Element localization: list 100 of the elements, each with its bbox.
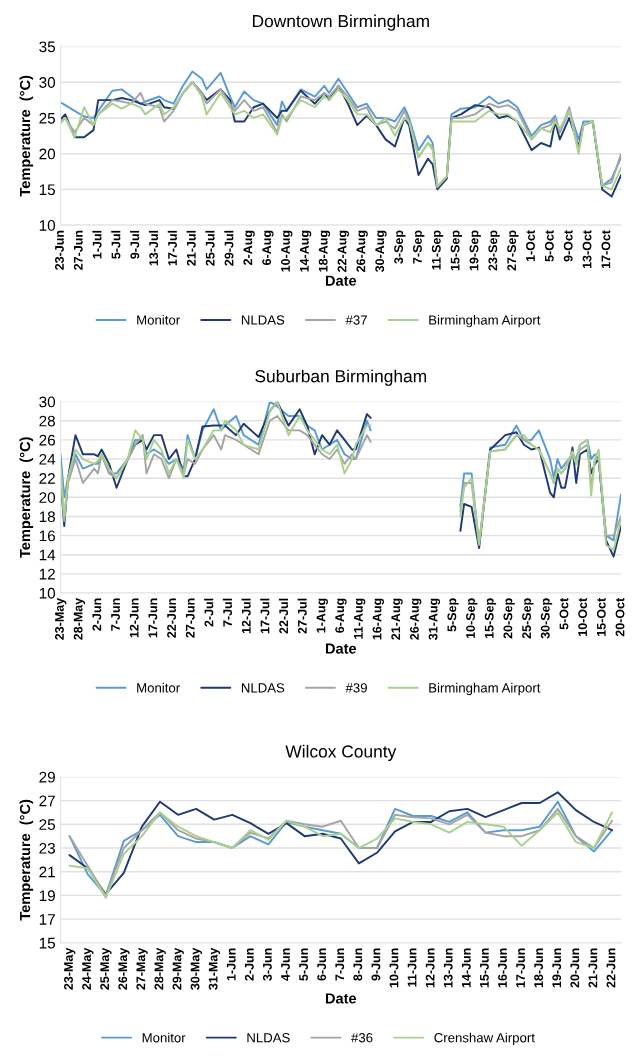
x-tick-label: 19-Sep xyxy=(469,230,481,271)
x-tick-label: 7-Sep xyxy=(413,230,425,264)
x-tick-label: 14-Aug xyxy=(300,230,312,272)
x-tick-label: 30-Aug xyxy=(375,230,387,273)
legend-label: #39 xyxy=(345,683,367,693)
x-tick-label: 27-Jun xyxy=(185,598,195,638)
x-tick-label: 12-Jul xyxy=(241,598,251,634)
x-tick-label: 10-Sep xyxy=(466,598,478,639)
y-tick-label: 28 xyxy=(39,415,55,427)
x-tick-label: 7-Jun xyxy=(111,598,120,631)
x-tick-label: 17-Oct xyxy=(601,230,611,269)
y-tick-label: 24 xyxy=(39,453,56,465)
x-tick-label: 27-May xyxy=(136,947,148,990)
legend-label: NLDAS xyxy=(241,315,285,325)
x-tick-label: 27-Jun xyxy=(73,230,83,270)
x-tick-label: 28-May xyxy=(73,597,86,640)
y-tick-label: 25 xyxy=(39,819,56,830)
x-tick-label: 1-Jun xyxy=(226,948,236,981)
x-tick-label: 29-Jul xyxy=(224,230,234,266)
x-axis-title: Date xyxy=(325,275,357,286)
x-tick-label: 11-Sep xyxy=(431,230,444,270)
y-tick-label: 29 xyxy=(39,771,55,783)
legend-label: NLDAS xyxy=(247,1033,290,1043)
x-tick-label: 15-Oct xyxy=(596,597,606,636)
y-tick-label: 23 xyxy=(39,842,55,854)
x-tick-label: 1-Jul xyxy=(92,230,102,259)
x-tick-label: 17-Jul xyxy=(260,598,270,634)
x-tick-label: 11-Aug xyxy=(354,598,366,639)
x-tick-label: 30-May xyxy=(190,947,202,990)
x-tick-label: 10-Aug xyxy=(281,230,293,272)
y-axis-title: Temperature (°C) xyxy=(19,799,34,921)
legend-label: Monitor xyxy=(137,314,180,325)
x-tick-label: 9-Jul xyxy=(130,230,140,259)
x-tick-label: 30-Sep xyxy=(540,598,553,639)
x-tick-label: 23-May xyxy=(55,597,67,640)
x-tick-label: 23-Sep xyxy=(488,230,500,271)
x-tick-label: 10-Jun xyxy=(389,948,399,988)
x-tick-label: 4-Jun xyxy=(281,948,290,981)
y-tick-label: 21 xyxy=(39,866,55,878)
y-tick-label: 15 xyxy=(39,937,56,949)
x-tick-label: 23-Jun xyxy=(55,230,64,270)
y-tick-label: 35 xyxy=(39,41,56,53)
x-tick-label: 26-May xyxy=(118,947,130,990)
x-tick-label: 10-Oct xyxy=(578,597,588,636)
x-tick-label: 7-Jun xyxy=(335,948,345,981)
legend-label: Monitor xyxy=(137,682,180,693)
x-tick-label: 8-Jun xyxy=(353,948,363,981)
x-tick-label: 15-Sep xyxy=(484,598,497,639)
x-tick-label: 16-Aug xyxy=(372,598,384,640)
x-tick-label: 9-Jun xyxy=(371,948,381,981)
x-tick-label: 2-Jun xyxy=(244,948,254,981)
x-tick-label: 6-Aug xyxy=(262,230,274,265)
y-tick-label: 19 xyxy=(39,890,55,902)
y-tick-label: 30 xyxy=(39,396,56,408)
x-tick-label: 13-Oct xyxy=(582,230,592,269)
x-tick-label: 23-May xyxy=(64,947,76,990)
y-tick-label: 10 xyxy=(39,587,56,599)
x-tick-label: 9-Oct xyxy=(563,230,573,262)
x-tick-label: 18-Aug xyxy=(318,230,331,272)
chart-title: Suburban Birmingham xyxy=(255,369,427,386)
y-tick-label: 26 xyxy=(39,434,55,446)
x-tick-label: 5-Jun xyxy=(299,948,308,981)
x-tick-label: 31-Aug xyxy=(428,598,441,640)
y-axis-title: Temperature (°C) xyxy=(19,75,34,197)
x-tick-label: 15-Sep xyxy=(450,230,463,271)
x-tick-label: 26-Aug xyxy=(356,230,368,272)
x-tick-label: 1-Oct xyxy=(526,230,535,262)
legend-label: Birmingham Airport xyxy=(429,314,541,328)
x-tick-label: 3-Jun xyxy=(262,948,272,981)
x-axis-title: Date xyxy=(325,643,357,654)
x-axis-title: Date xyxy=(325,993,357,1004)
x-tick-label: 6-Jun xyxy=(317,948,327,981)
legend-label: Crenshaw Airport xyxy=(434,1032,535,1045)
x-tick-label: 21-Jun xyxy=(588,948,598,988)
x-tick-label: 25-May xyxy=(100,947,112,990)
x-tick-label: 18-Jun xyxy=(534,948,544,988)
x-tick-label: 17-Jul xyxy=(167,230,177,266)
x-tick-label: 20-Oct xyxy=(615,597,625,637)
x-tick-label: 14-Jun xyxy=(462,948,471,988)
y-tick-label: 16 xyxy=(39,530,55,542)
legend-label: Monitor xyxy=(142,1032,186,1043)
x-tick-label: 26-Aug xyxy=(409,598,422,640)
x-tick-label: 22-Jun xyxy=(167,598,176,638)
x-tick-label: 22-Aug xyxy=(337,230,349,272)
x-tick-label: 29-May xyxy=(172,947,184,990)
chart-title: Downtown Birmingham xyxy=(252,14,429,31)
y-tick-label: 20 xyxy=(39,492,56,503)
x-tick-label: 11-Jun xyxy=(407,948,417,987)
x-tick-label: 17-Jun xyxy=(148,598,158,638)
legend-label: #37 xyxy=(345,315,367,325)
x-tick-label: 17-Jun xyxy=(516,948,525,988)
chart-title: Wilcox County xyxy=(285,744,397,762)
x-tick-label: 22-Jun xyxy=(606,948,616,988)
x-tick-label: 22-Jul xyxy=(278,598,289,634)
y-tick-label: 14 xyxy=(39,549,56,561)
x-tick-label: 12-Jun xyxy=(425,948,435,988)
legend-label: #36 xyxy=(351,1033,373,1043)
y-tick-label: 27 xyxy=(39,795,55,807)
x-tick-label: 5-Oct xyxy=(544,230,554,262)
x-tick-label: 1-Aug xyxy=(316,598,328,633)
